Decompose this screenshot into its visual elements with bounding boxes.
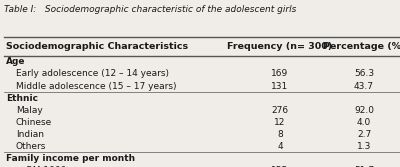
Text: 131: 131 bbox=[271, 81, 289, 91]
Text: Table I:   Sociodemographic characteristic of the adolescent girls: Table I: Sociodemographic characteristic… bbox=[4, 5, 296, 14]
Text: Middle adolescence (15 – 17 years): Middle adolescence (15 – 17 years) bbox=[16, 81, 176, 91]
Text: 155: 155 bbox=[271, 166, 289, 167]
Text: Malay: Malay bbox=[16, 106, 43, 115]
Text: 169: 169 bbox=[271, 69, 289, 78]
Text: Sociodemographic Characteristics: Sociodemographic Characteristics bbox=[6, 42, 188, 51]
Text: Ethnic: Ethnic bbox=[6, 94, 38, 103]
Text: 8: 8 bbox=[277, 130, 283, 139]
Text: 4.0: 4.0 bbox=[357, 118, 371, 127]
Text: Early adolescence (12 – 14 years): Early adolescence (12 – 14 years) bbox=[16, 69, 169, 78]
Text: 12: 12 bbox=[274, 118, 286, 127]
Text: Others: Others bbox=[16, 142, 46, 151]
Text: Percentage (%): Percentage (%) bbox=[323, 42, 400, 51]
Text: Indian: Indian bbox=[16, 130, 44, 139]
Text: 2.7: 2.7 bbox=[357, 130, 371, 139]
Text: Chinese: Chinese bbox=[16, 118, 52, 127]
Text: 56.3: 56.3 bbox=[354, 69, 374, 78]
Text: Age: Age bbox=[6, 57, 26, 66]
Text: 43.7: 43.7 bbox=[354, 81, 374, 91]
Text: 1.3: 1.3 bbox=[357, 142, 371, 151]
Text: 51.7: 51.7 bbox=[354, 166, 374, 167]
Text: 276: 276 bbox=[272, 106, 288, 115]
Text: Family income per month: Family income per month bbox=[6, 154, 135, 163]
Text: Frequency (n= 300): Frequency (n= 300) bbox=[227, 42, 333, 51]
Text: 92.0: 92.0 bbox=[354, 106, 374, 115]
Text: < RM 1000: < RM 1000 bbox=[16, 166, 66, 167]
Text: 4: 4 bbox=[277, 142, 283, 151]
